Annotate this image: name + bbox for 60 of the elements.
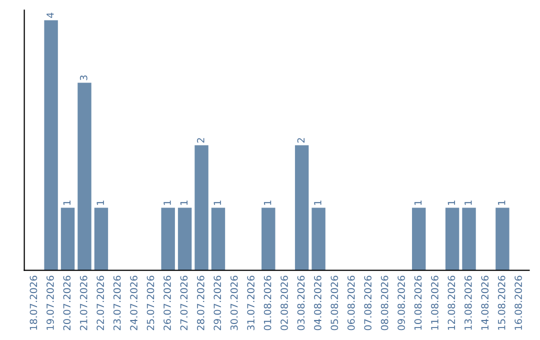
x-tick-label: 13.08.2026 — [464, 276, 472, 330]
bar — [194, 145, 208, 270]
data-label: 1 — [264, 200, 272, 205]
x-tick-label: 10.08.2026 — [414, 276, 422, 330]
x-tick-label: 31.07.2026 — [247, 276, 254, 330]
x-tick-label: 24.07.2026 — [130, 276, 138, 330]
data-label: 1 — [414, 200, 422, 205]
x-tick-label: 18.07.2026 — [30, 276, 38, 330]
x-tick-label: 03.08.2026 — [297, 276, 305, 330]
x-tick-label: 21.07.2026 — [80, 276, 88, 330]
data-label: 3 — [80, 75, 88, 80]
x-tick-label: 19.07.2026 — [46, 276, 54, 330]
data-label: 1 — [214, 200, 221, 205]
bar — [412, 208, 426, 270]
x-tick-label: 14.08.2026 — [481, 276, 489, 330]
x-tick-label: 07.08.2026 — [364, 276, 372, 330]
bar — [211, 208, 226, 270]
x-tick-label: 20.07.2026 — [63, 276, 71, 330]
data-label: 1 — [180, 200, 188, 205]
x-tick-label: 06.08.2026 — [347, 276, 355, 330]
x-tick-label: 29.07.2026 — [214, 276, 222, 330]
x-tick-label: 16.08.2026 — [514, 276, 522, 330]
data-label: 1 — [448, 200, 455, 205]
bar — [178, 208, 192, 270]
data-label: 2 — [297, 138, 305, 143]
data-label: 4 — [46, 12, 54, 18]
bar — [161, 208, 175, 270]
data-label: 2 — [196, 138, 204, 143]
x-tick-label: 12.08.2026 — [448, 276, 456, 330]
bar — [44, 20, 58, 270]
bar — [496, 208, 510, 270]
data-label: 1 — [314, 200, 322, 205]
x-tick-label: 11.08.2026 — [431, 276, 438, 330]
data-label: 1 — [498, 200, 506, 205]
bar — [94, 208, 108, 270]
x-tick-label: 25.07.2026 — [146, 276, 154, 330]
x-tick-label: 02.08.2026 — [280, 276, 288, 330]
x-tick-label: 28.07.2026 — [196, 276, 204, 330]
bar — [262, 208, 276, 270]
bar — [78, 82, 92, 270]
x-tick-label: 08.08.2026 — [380, 276, 388, 330]
x-tick-label: 23.07.2026 — [113, 276, 121, 330]
x-tick-label: 26.07.2026 — [164, 276, 171, 330]
x-tick-label: 27.07.2026 — [180, 276, 188, 330]
bar — [445, 208, 460, 270]
x-tick-label: 22.07.2026 — [96, 276, 104, 330]
bar — [60, 208, 75, 270]
x-tick-label: 15.08.2026 — [498, 276, 506, 330]
x-tick-label: 04.08.2026 — [314, 276, 322, 330]
x-tick-label: 01.08.2026 — [264, 276, 272, 330]
x-tick-label: 05.08.2026 — [330, 276, 338, 330]
x-tick-label: 30.07.2026 — [230, 276, 238, 330]
data-label: 1 — [96, 200, 104, 205]
data-label: 1 — [464, 200, 472, 205]
bar — [294, 145, 309, 270]
bar — [462, 208, 476, 270]
data-label: 1 — [63, 200, 70, 205]
data-label: 1 — [164, 200, 171, 205]
bar — [312, 208, 326, 270]
x-tick-label: 09.08.2026 — [398, 276, 405, 330]
